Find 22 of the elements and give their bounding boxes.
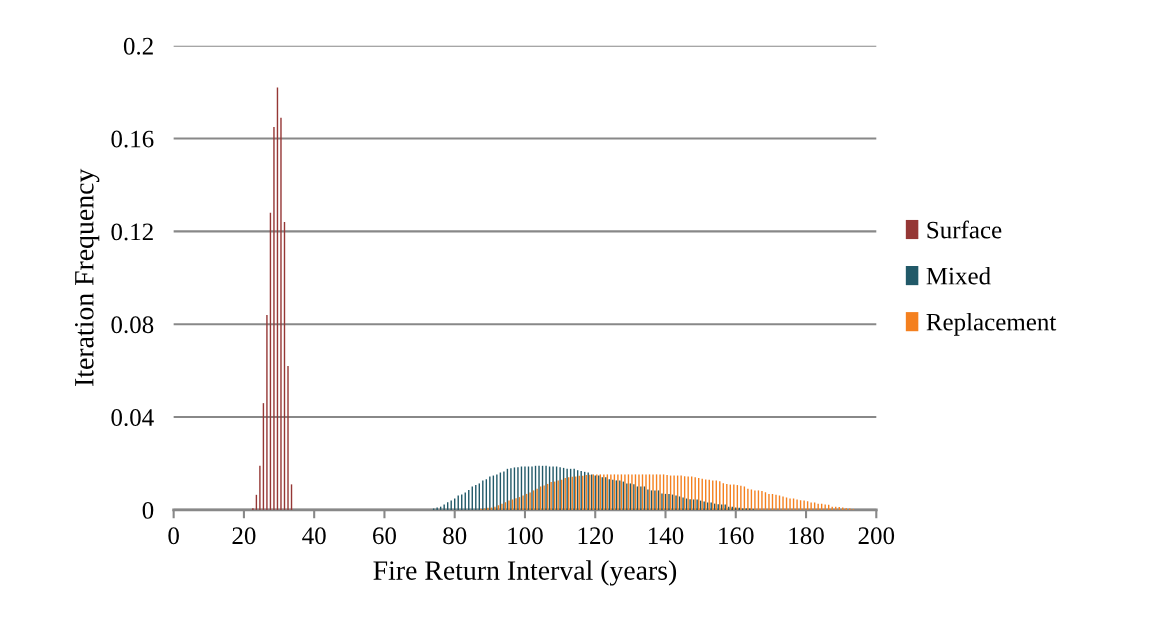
x-tick-label: 140 <box>648 527 684 545</box>
x-tick-label: 60 <box>373 527 396 545</box>
x-tick-label: 0 <box>168 527 179 545</box>
y-tick-label: 0.16 <box>111 130 154 148</box>
x-tick-label: 180 <box>789 527 824 545</box>
x-tick-label: 40 <box>302 527 326 545</box>
x-tick-label: 80 <box>443 527 467 545</box>
x-tick-label: 20 <box>232 527 256 545</box>
x-tick-label: 200 <box>858 527 895 545</box>
x-tick-label: 120 <box>578 527 614 545</box>
x-tick-label: 160 <box>719 527 754 545</box>
x-axis-title: Fire Return Interval (years) <box>373 560 677 586</box>
y-tick-label: 0.08 <box>111 316 154 334</box>
legend-label: Surface <box>927 220 1002 239</box>
legend-label: Replacement <box>926 313 1057 336</box>
y-tick-label: 0.2 <box>123 37 153 55</box>
legend-label: Mixed <box>926 266 991 285</box>
y-tick-label: 0.04 <box>111 409 154 427</box>
y-axis-title: Iteration Frequency <box>74 168 100 386</box>
y-tick-label: 0.12 <box>111 223 153 241</box>
x-tick-label: 100 <box>508 527 543 545</box>
y-tick-label: 0 <box>142 501 154 519</box>
